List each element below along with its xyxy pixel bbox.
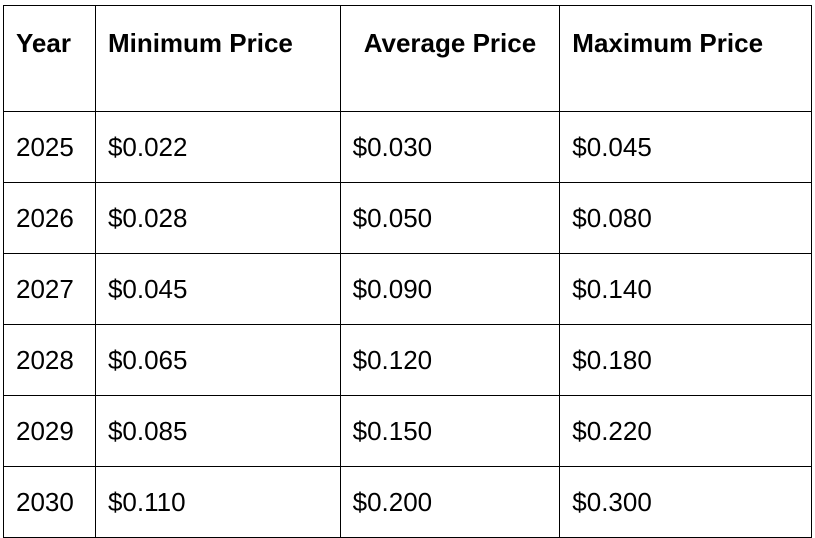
- header-maximum-price: Maximum Price: [559, 5, 812, 112]
- table-row: 2028 $0.065 $0.120 $0.180: [3, 324, 812, 396]
- cell-minimum-price: $0.065: [94, 324, 341, 396]
- cell-maximum-price: $0.180: [559, 324, 812, 396]
- header-year: Year: [3, 5, 96, 112]
- cell-average-price: $0.030: [339, 111, 561, 183]
- cell-minimum-price: $0.022: [94, 111, 341, 183]
- cell-year: 2027: [3, 253, 96, 325]
- table-row: 2030 $0.110 $0.200 $0.300: [3, 466, 812, 538]
- table-row: 2029 $0.085 $0.150 $0.220: [3, 395, 812, 467]
- cell-maximum-price: $0.080: [559, 182, 812, 254]
- header-average-price: Average Price: [339, 5, 561, 112]
- cell-minimum-price: $0.110: [94, 466, 341, 538]
- cell-minimum-price: $0.045: [94, 253, 341, 325]
- cell-year: 2025: [3, 111, 96, 183]
- cell-average-price: $0.050: [339, 182, 561, 254]
- header-minimum-price: Minimum Price: [94, 5, 341, 112]
- table-row: 2027 $0.045 $0.090 $0.140: [3, 253, 812, 325]
- cell-maximum-price: $0.045: [559, 111, 812, 183]
- table-row: 2025 $0.022 $0.030 $0.045: [3, 111, 812, 183]
- cell-year: 2029: [3, 395, 96, 467]
- price-prediction-table: Year Minimum Price Average Price Maximum…: [3, 5, 812, 538]
- cell-average-price: $0.090: [339, 253, 561, 325]
- cell-maximum-price: $0.220: [559, 395, 812, 467]
- cell-year: 2028: [3, 324, 96, 396]
- header-row: Year Minimum Price Average Price Maximum…: [3, 5, 812, 112]
- cell-year: 2026: [3, 182, 96, 254]
- table-row: 2026 $0.028 $0.050 $0.080: [3, 182, 812, 254]
- cell-average-price: $0.200: [339, 466, 561, 538]
- cell-year: 2030: [3, 466, 96, 538]
- cell-maximum-price: $0.300: [559, 466, 812, 538]
- cell-average-price: $0.120: [339, 324, 561, 396]
- cell-average-price: $0.150: [339, 395, 561, 467]
- cell-maximum-price: $0.140: [559, 253, 812, 325]
- cell-minimum-price: $0.085: [94, 395, 341, 467]
- cell-minimum-price: $0.028: [94, 182, 341, 254]
